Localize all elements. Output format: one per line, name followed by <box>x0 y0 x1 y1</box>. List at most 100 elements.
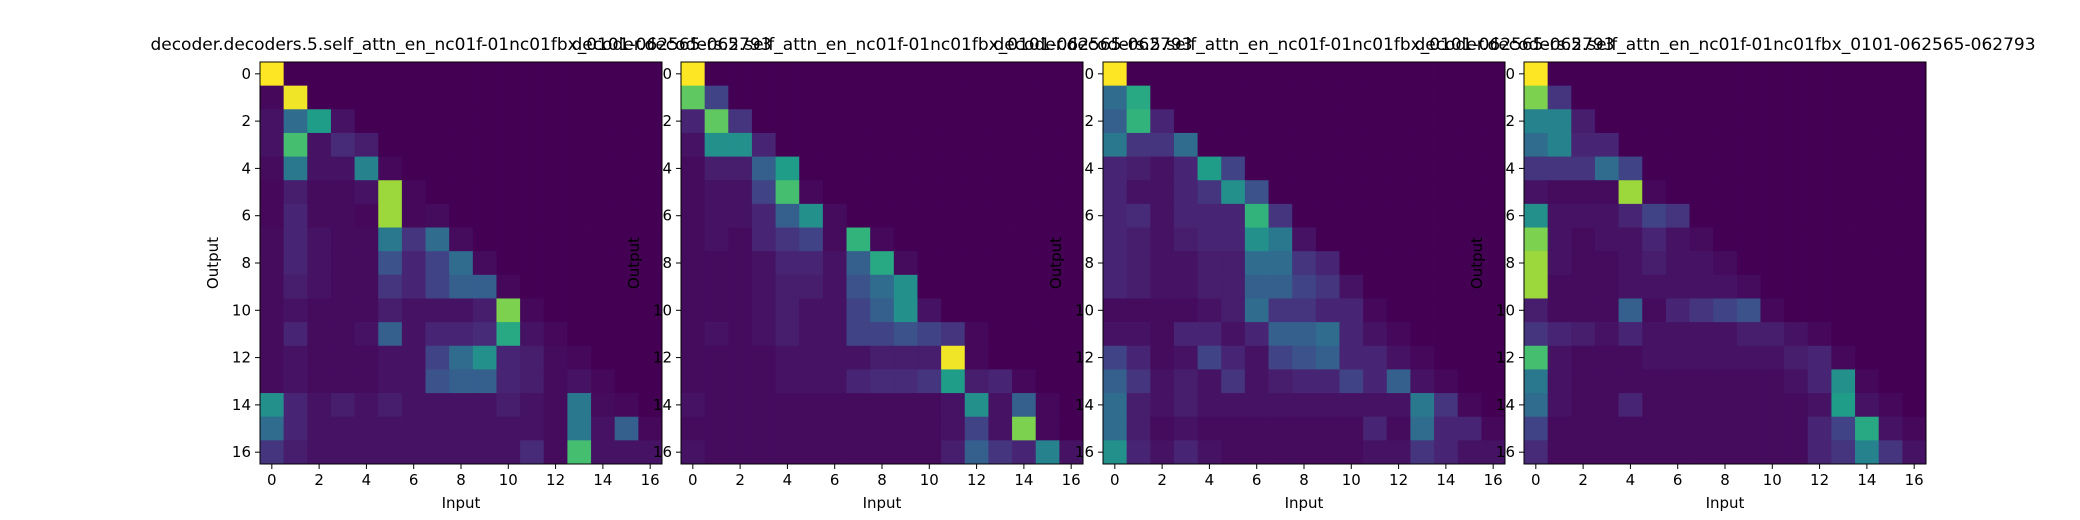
heatmap-cell <box>1902 203 1927 228</box>
heatmap-cell <box>567 369 592 394</box>
heatmap-cell <box>330 109 355 134</box>
heatmap-cell <box>822 156 847 181</box>
heatmap-cell <box>1547 203 1572 228</box>
heatmap-cell <box>354 416 379 441</box>
heatmap-cell <box>520 203 545 228</box>
heatmap-cell <box>401 62 426 87</box>
heatmap-cell <box>1760 156 1785 181</box>
heatmap-cell <box>917 440 942 465</box>
heatmap-cell <box>1831 85 1856 110</box>
heatmap-cell <box>591 274 616 299</box>
heatmap-cell <box>638 345 663 370</box>
heatmap-cell <box>964 251 989 276</box>
heatmap-cell <box>1059 62 1084 87</box>
heatmap-cell <box>378 274 403 299</box>
heatmap-cell <box>378 369 403 394</box>
heatmap-cell <box>1689 85 1714 110</box>
heatmap-cell <box>846 298 871 323</box>
heatmap-cell <box>1363 322 1388 347</box>
heatmap-cell <box>1268 85 1293 110</box>
heatmap-cell <box>283 440 308 465</box>
heatmap-cell <box>704 180 729 205</box>
heatmap-cell <box>1524 369 1549 394</box>
heatmap-cell <box>425 298 450 323</box>
heatmap-cell <box>1594 440 1619 465</box>
x-tick-label: 8 <box>456 471 466 489</box>
heatmap-cell <box>1059 109 1084 134</box>
heatmap-cell <box>1524 62 1549 87</box>
heatmap-cell <box>496 180 521 205</box>
heatmap-cell <box>1594 132 1619 157</box>
heatmap-cell <box>496 369 521 394</box>
heatmap-cell <box>425 345 450 370</box>
heatmap-cell <box>1012 369 1037 394</box>
heatmap-cell <box>1197 440 1222 465</box>
heatmap-panel-1: decoder.decoders.5.self_attn_en_nc01f-01… <box>150 35 771 512</box>
y-tick-label: 10 <box>1075 301 1094 319</box>
heatmap-cell <box>496 345 521 370</box>
heatmap-cell <box>1831 251 1856 276</box>
heatmap-cell <box>1457 62 1482 87</box>
heatmap-cell <box>1524 274 1549 299</box>
heatmap-cell <box>1760 440 1785 465</box>
heatmap-cell <box>1150 156 1175 181</box>
heatmap-cell <box>728 109 753 134</box>
heatmap-cell <box>775 62 800 87</box>
heatmap-cell <box>1784 203 1809 228</box>
heatmap-cell <box>893 251 918 276</box>
heatmap-cell <box>870 132 895 157</box>
heatmap-cell <box>260 62 285 87</box>
heatmap-cell <box>1268 251 1293 276</box>
heatmap-cell <box>1902 227 1927 252</box>
heatmap-cell <box>1713 62 1738 87</box>
heatmap-cell <box>1618 109 1643 134</box>
y-tick-label: 2 <box>241 112 251 130</box>
heatmap-cell <box>1736 180 1761 205</box>
heatmap-cell <box>1457 298 1482 323</box>
heatmap-cell <box>1363 203 1388 228</box>
heatmap-cell <box>1339 274 1364 299</box>
heatmap-cell <box>1594 85 1619 110</box>
heatmap-cell <box>567 322 592 347</box>
heatmap-cell <box>1831 298 1856 323</box>
heatmap-cell <box>870 393 895 418</box>
heatmap-cell <box>614 274 639 299</box>
heatmap-cell <box>1665 251 1690 276</box>
heatmap-cell <box>775 227 800 252</box>
heatmap-cell <box>1059 227 1084 252</box>
heatmap-cell <box>1618 85 1643 110</box>
heatmap-cell <box>1268 109 1293 134</box>
heatmap-cell <box>1784 274 1809 299</box>
heatmap-cell <box>1665 298 1690 323</box>
heatmap-cell <box>1855 322 1880 347</box>
heatmap-cell <box>1481 251 1506 276</box>
heatmap-cell <box>822 85 847 110</box>
heatmap-cell <box>638 440 663 465</box>
heatmap-cell <box>330 62 355 87</box>
heatmap-cell <box>1103 62 1128 87</box>
heatmap-cell <box>681 345 706 370</box>
heatmap-cell <box>1878 132 1903 157</box>
heatmap-cell <box>1268 440 1293 465</box>
y-tick-label: 16 <box>1496 443 1515 461</box>
heatmap-cell <box>846 203 871 228</box>
heatmap-cell <box>496 393 521 418</box>
heatmap-cell <box>1760 274 1785 299</box>
y-tick-label: 0 <box>241 65 251 83</box>
heatmap-cell <box>1594 62 1619 87</box>
heatmap-cell <box>472 274 497 299</box>
heatmap-cell <box>1292 85 1317 110</box>
heatmap-cell <box>1524 322 1549 347</box>
heatmap-cell <box>543 416 568 441</box>
heatmap-cell <box>1339 85 1364 110</box>
heatmap-cell <box>1618 393 1643 418</box>
heatmap-cell <box>614 85 639 110</box>
x-tick-label: 6 <box>830 471 840 489</box>
heatmap-cell <box>799 180 824 205</box>
heatmap-cell <box>681 251 706 276</box>
heatmap-cell <box>283 227 308 252</box>
heatmap-cell <box>496 85 521 110</box>
heatmap-cell <box>472 322 497 347</box>
heatmap-cell <box>496 298 521 323</box>
heatmap-cell <box>1524 85 1549 110</box>
